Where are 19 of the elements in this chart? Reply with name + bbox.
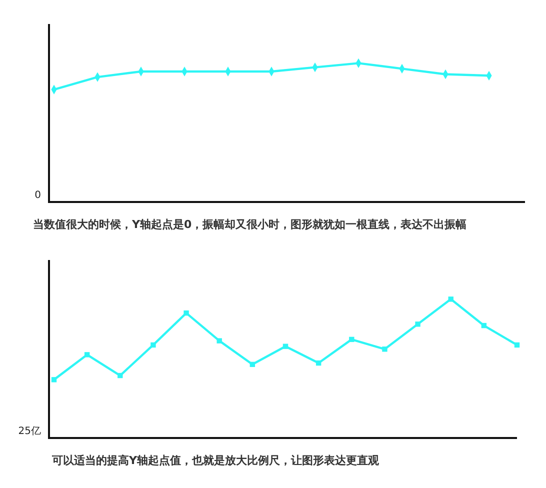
point	[216, 338, 222, 344]
point	[250, 362, 256, 368]
point	[150, 342, 156, 348]
text: 当数值很大的时候，Y轴起点是0，振幅却又很小时，图形就犹如一根直线，表达不出振幅	[33, 218, 467, 231]
point	[481, 322, 487, 328]
point	[84, 352, 90, 358]
point	[382, 346, 388, 352]
point	[282, 344, 288, 349]
point	[514, 342, 520, 348]
point	[184, 310, 189, 316]
text: 25亿	[18, 426, 41, 437]
point	[349, 336, 354, 342]
text: 0	[34, 190, 41, 201]
text: 可以适当的提高Y轴起点值，也就是放大比例尺，让图形表达更直观	[51, 454, 380, 467]
point	[316, 360, 322, 366]
point	[51, 377, 57, 382]
point	[448, 296, 454, 302]
point	[415, 322, 420, 327]
point	[118, 372, 123, 378]
